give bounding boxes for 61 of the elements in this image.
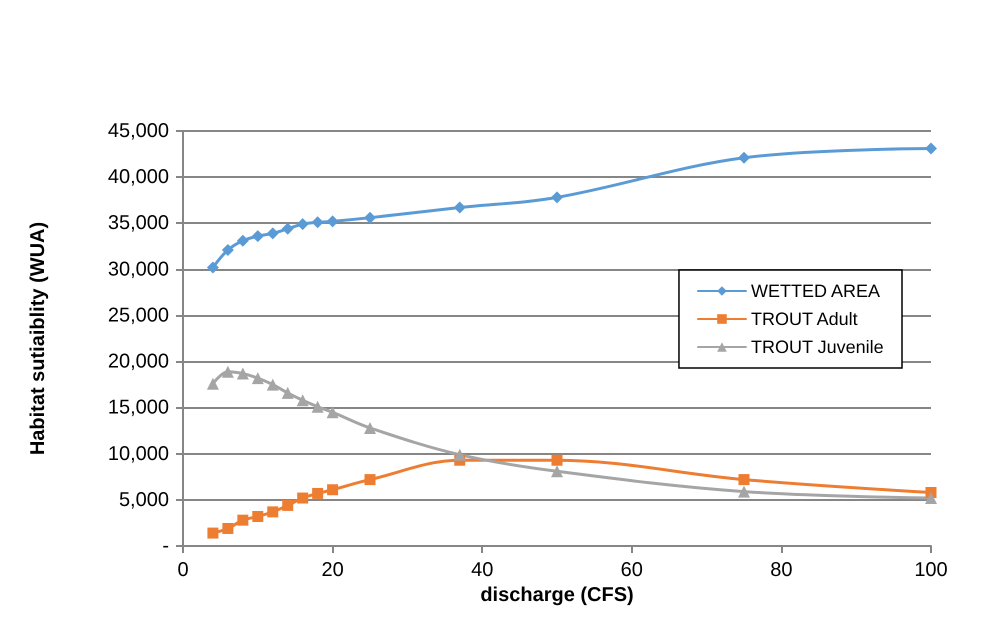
point [252,510,264,522]
point [222,366,234,378]
point [738,474,750,486]
x-tick-label: 20 [321,559,344,581]
point [207,528,218,539]
point [551,465,563,478]
y-tick-label: 25,000 [108,304,169,326]
legend-label: WETTED AREA [750,281,880,301]
point [925,142,937,155]
x-axis-title: discharge (CFS) [480,584,634,606]
point [738,152,750,164]
point [312,216,324,228]
point [237,514,248,526]
point [364,422,376,434]
point [222,522,234,534]
point [206,261,219,274]
y-axis-title: Habitat sutiaiblity (WUA) [27,222,49,456]
point [327,484,338,496]
point [252,230,264,242]
x-tick-label: 80 [770,559,793,581]
x-tick-label: 60 [620,559,643,581]
legend-label: TROUT Juvenile [750,337,884,357]
point [312,400,324,413]
point [282,500,294,511]
y-tick-label: 45,000 [108,120,169,142]
y-tick-label: 40,000 [108,166,169,188]
point [454,448,466,461]
point [206,378,219,390]
y-tick-label: 5,000 [118,488,169,511]
point [326,215,339,228]
point [326,406,339,418]
point [236,234,249,247]
point [296,218,309,230]
point [222,244,234,256]
y-tick-label: 30,000 [108,258,169,280]
point [282,386,294,399]
legend-label: TROUT Adult [750,309,858,329]
x-tick-label: 0 [177,559,189,581]
y-tick-label: 35,000 [108,212,169,234]
x-tick-label: 100 [914,559,948,581]
y-tick-label: 20,000 [108,350,169,373]
x-tick-label: 40 [471,559,494,581]
point [551,191,563,204]
point [266,227,279,240]
point [236,368,249,380]
y-tick-label: - [162,535,169,557]
point [552,454,562,466]
point [454,202,466,214]
point [296,394,309,406]
y-tick-label: 15,000 [108,396,169,419]
point [267,506,278,518]
point [364,212,376,224]
y-tick-label: 10,000 [108,442,169,465]
point [252,372,264,384]
point [282,222,294,235]
point [925,492,937,504]
point [738,486,750,498]
point [266,378,279,391]
point [364,474,376,486]
point [297,492,308,504]
point [312,488,324,499]
